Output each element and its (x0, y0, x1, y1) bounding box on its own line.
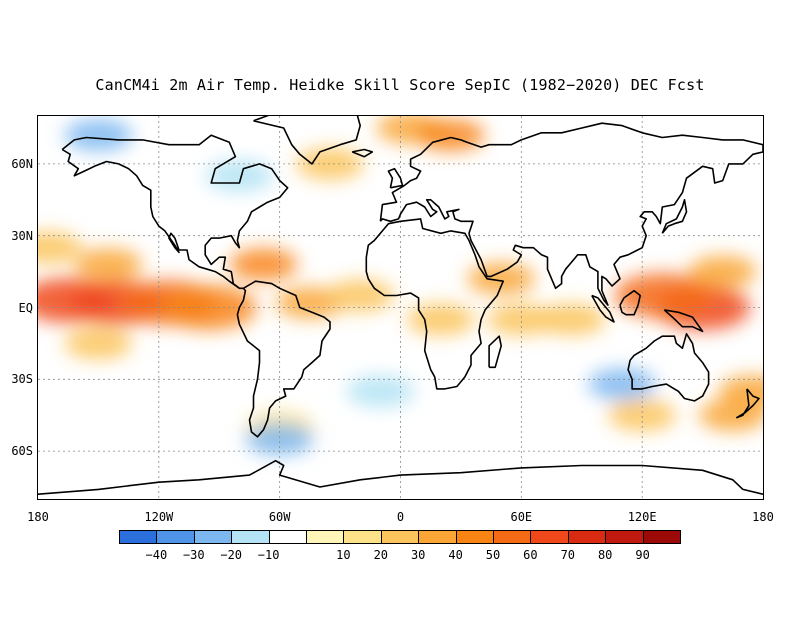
heidke-skill-map (38, 116, 763, 499)
colorbar-swatch (156, 530, 195, 544)
coastline-north-america (61, 134, 289, 290)
colorbar-swatch (119, 530, 158, 544)
colorbar-swatch (380, 530, 420, 544)
colorbar-tick-label: 70 (560, 548, 576, 562)
longitude-tick-label: 0 (396, 510, 405, 524)
colorbar-swatch (268, 530, 307, 544)
coastline-africa (365, 218, 505, 390)
colorbar-swatch (193, 530, 233, 544)
skill-region (416, 119, 485, 152)
skill-region (74, 248, 143, 281)
colorbar-swatch (642, 530, 681, 544)
skill-region (467, 262, 536, 295)
skill-region (38, 231, 83, 264)
colorbar-swatch (343, 530, 382, 544)
colorbar-tick-label: 50 (485, 548, 501, 562)
latitude-tick-label: 30N (11, 228, 33, 243)
skill-region (614, 273, 710, 318)
colorbar-tick-label: 80 (597, 548, 613, 562)
longitude-tick-label: 180 (752, 510, 774, 524)
colorbar-swatch (493, 530, 532, 544)
skill-region (487, 303, 556, 336)
coastline-iceland (351, 148, 374, 158)
latitude-tick-label: 60N (11, 156, 33, 171)
colorbar-swatch (231, 530, 270, 544)
coastline-new-zealand (735, 388, 760, 419)
longitude-tick-label: 60E (510, 510, 533, 524)
colorbar-tick-label: 40 (448, 548, 463, 562)
chart-title: CanCM4i 2m Air Temp. Heidke Skill Score … (95, 76, 705, 94)
map-panel (37, 115, 764, 500)
colorbar-swatch (306, 530, 345, 544)
coastline-new-guinea (663, 309, 704, 333)
skill-region (688, 255, 757, 288)
skill-region (64, 119, 133, 152)
colorbar-swatch (455, 530, 494, 544)
coastline-uk (387, 167, 404, 189)
longitude-tick-label: 180 (27, 510, 49, 524)
skill-region (588, 368, 657, 401)
colorbar-swatch (567, 530, 607, 544)
colorbar-tick-label: 20 (373, 548, 389, 562)
coastlines (38, 116, 763, 495)
coastline-borneo (619, 289, 642, 316)
colorbar-swatch (418, 530, 457, 544)
coastline-australia (627, 333, 710, 402)
lat-lon-gridlines (38, 116, 763, 499)
coastline-japan (661, 199, 688, 234)
skill-region (64, 327, 133, 360)
latitude-tick-label: 60S (11, 444, 33, 459)
skill-region (229, 248, 298, 281)
colorbar-swatch (605, 530, 644, 544)
latitude-tick-label: EQ (18, 300, 33, 315)
colorbar-tick-label: 60 (523, 548, 538, 562)
skill-region (537, 303, 606, 336)
skill-region (406, 303, 475, 336)
colorbar-tick-label: 30 (410, 548, 426, 562)
longitude-tick-label: 60W (268, 510, 291, 524)
coastline-sumatra (591, 294, 615, 323)
longitude-tick-label: 120W (144, 510, 174, 524)
skill-region (608, 399, 677, 432)
colorbar-tick-label: −20 (220, 548, 243, 562)
longitude-tick-label: 120E (627, 510, 657, 524)
colorbar-tick-label: 90 (635, 548, 650, 562)
coastline-madagascar (488, 335, 503, 369)
skill-region (346, 375, 415, 408)
skill-region (205, 159, 274, 192)
skill-region (296, 147, 365, 180)
colorbar-swatch (530, 530, 569, 544)
skill-region (326, 279, 395, 312)
coastline-south-america (236, 280, 331, 438)
coastline-antarctica (38, 459, 763, 495)
latitude-tick-label: 30S (11, 372, 33, 387)
coastline-greenland (253, 116, 362, 165)
colorbar (119, 530, 681, 546)
colorbar-tick-label: −30 (182, 548, 205, 562)
coastline-eurasia (379, 122, 763, 306)
colorbar-tick-label: −10 (257, 548, 280, 562)
colorbar-tick-label: 10 (336, 548, 351, 562)
colorbar-tick-label: −40 (145, 548, 168, 562)
